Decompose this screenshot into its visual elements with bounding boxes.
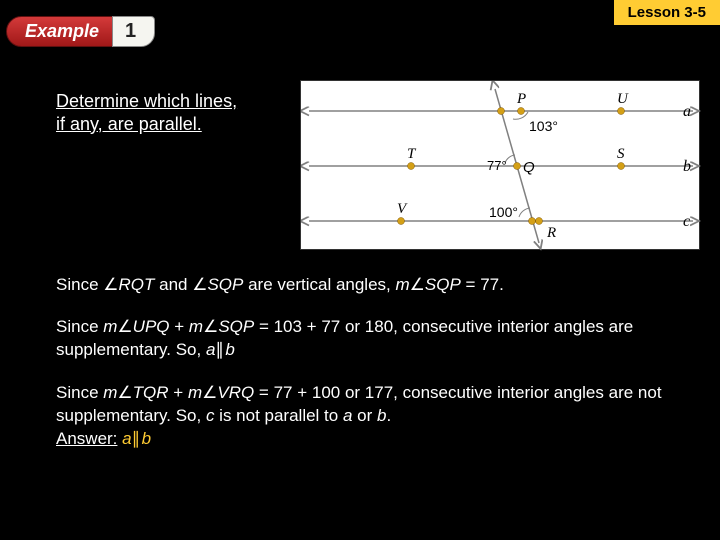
svg-text:b: b <box>683 158 691 175</box>
txt: SQP <box>425 275 461 294</box>
txt: Since <box>56 275 103 294</box>
txt: SQP <box>218 317 254 336</box>
svg-text:Q: Q <box>523 159 535 176</box>
txt: m <box>103 383 117 402</box>
answer-label: Answer: <box>56 429 117 448</box>
txt: and <box>154 275 192 294</box>
txt: = 77 + 100 or 177, <box>254 383 402 402</box>
svg-text:P: P <box>516 91 526 107</box>
txt: = 103 + 77 or 180, <box>254 317 402 336</box>
question-prompt: Determine which lines, if any, are paral… <box>56 90 286 135</box>
txt: + <box>170 317 189 336</box>
answer-value: ab <box>122 429 151 448</box>
txt: = 77. <box>461 275 504 294</box>
txt: is not parallel to <box>214 406 343 425</box>
svg-text:77°: 77° <box>487 158 507 173</box>
txt: . <box>386 406 391 425</box>
svg-text:103°: 103° <box>529 118 558 134</box>
txt: Since <box>56 317 103 336</box>
example-label: Example <box>6 16 114 47</box>
reasoning-step-2: Since m∠UPQ + m∠SQP = 103 + 77 or 180, c… <box>56 316 696 362</box>
txt: RQT <box>119 275 155 294</box>
svg-text:100°: 100° <box>489 204 518 220</box>
svg-text:a: a <box>683 103 691 120</box>
svg-text:R: R <box>546 225 556 241</box>
parallel-icon <box>215 339 225 362</box>
txt: or <box>352 406 377 425</box>
txt: a <box>206 340 215 359</box>
txt: VRQ <box>217 383 254 402</box>
txt: m <box>188 383 202 402</box>
txt: m <box>396 275 410 294</box>
txt: + <box>169 383 188 402</box>
prompt-line1: Determine which lines, <box>56 91 237 111</box>
svg-text:U: U <box>617 91 629 107</box>
txt: a <box>343 406 352 425</box>
example-number: 1 <box>112 16 155 47</box>
example-badge: Example 1 <box>6 16 155 47</box>
diagram-svg: a P Ub T Sc V R 103° 77° Q 100° <box>301 81 701 251</box>
txt: are vertical angles, <box>243 275 395 294</box>
txt: Since <box>56 383 103 402</box>
txt: SQP <box>207 275 243 294</box>
geometry-diagram: a P Ub T Sc V R 103° 77° Q 100° <box>300 80 700 250</box>
txt: b <box>142 429 151 448</box>
reasoning-step-3: Since m∠TQR + m∠VRQ = 77 + 100 or 177, c… <box>56 382 696 451</box>
svg-text:c: c <box>683 213 690 230</box>
prompt-line2: if any, are parallel. <box>56 114 202 134</box>
txt: b <box>225 340 234 359</box>
txt: a <box>122 429 131 448</box>
txt: m <box>103 317 117 336</box>
svg-text:S: S <box>617 146 625 162</box>
txt: UPQ <box>133 317 170 336</box>
svg-text:T: T <box>407 146 417 162</box>
txt: m <box>189 317 203 336</box>
reasoning-step-1: Since ∠RQT and ∠SQP are vertical angles,… <box>56 274 696 297</box>
lesson-tab: Lesson 3-5 <box>614 0 720 25</box>
svg-text:V: V <box>397 201 408 217</box>
parallel-icon <box>132 428 142 451</box>
txt: TQR <box>133 383 169 402</box>
